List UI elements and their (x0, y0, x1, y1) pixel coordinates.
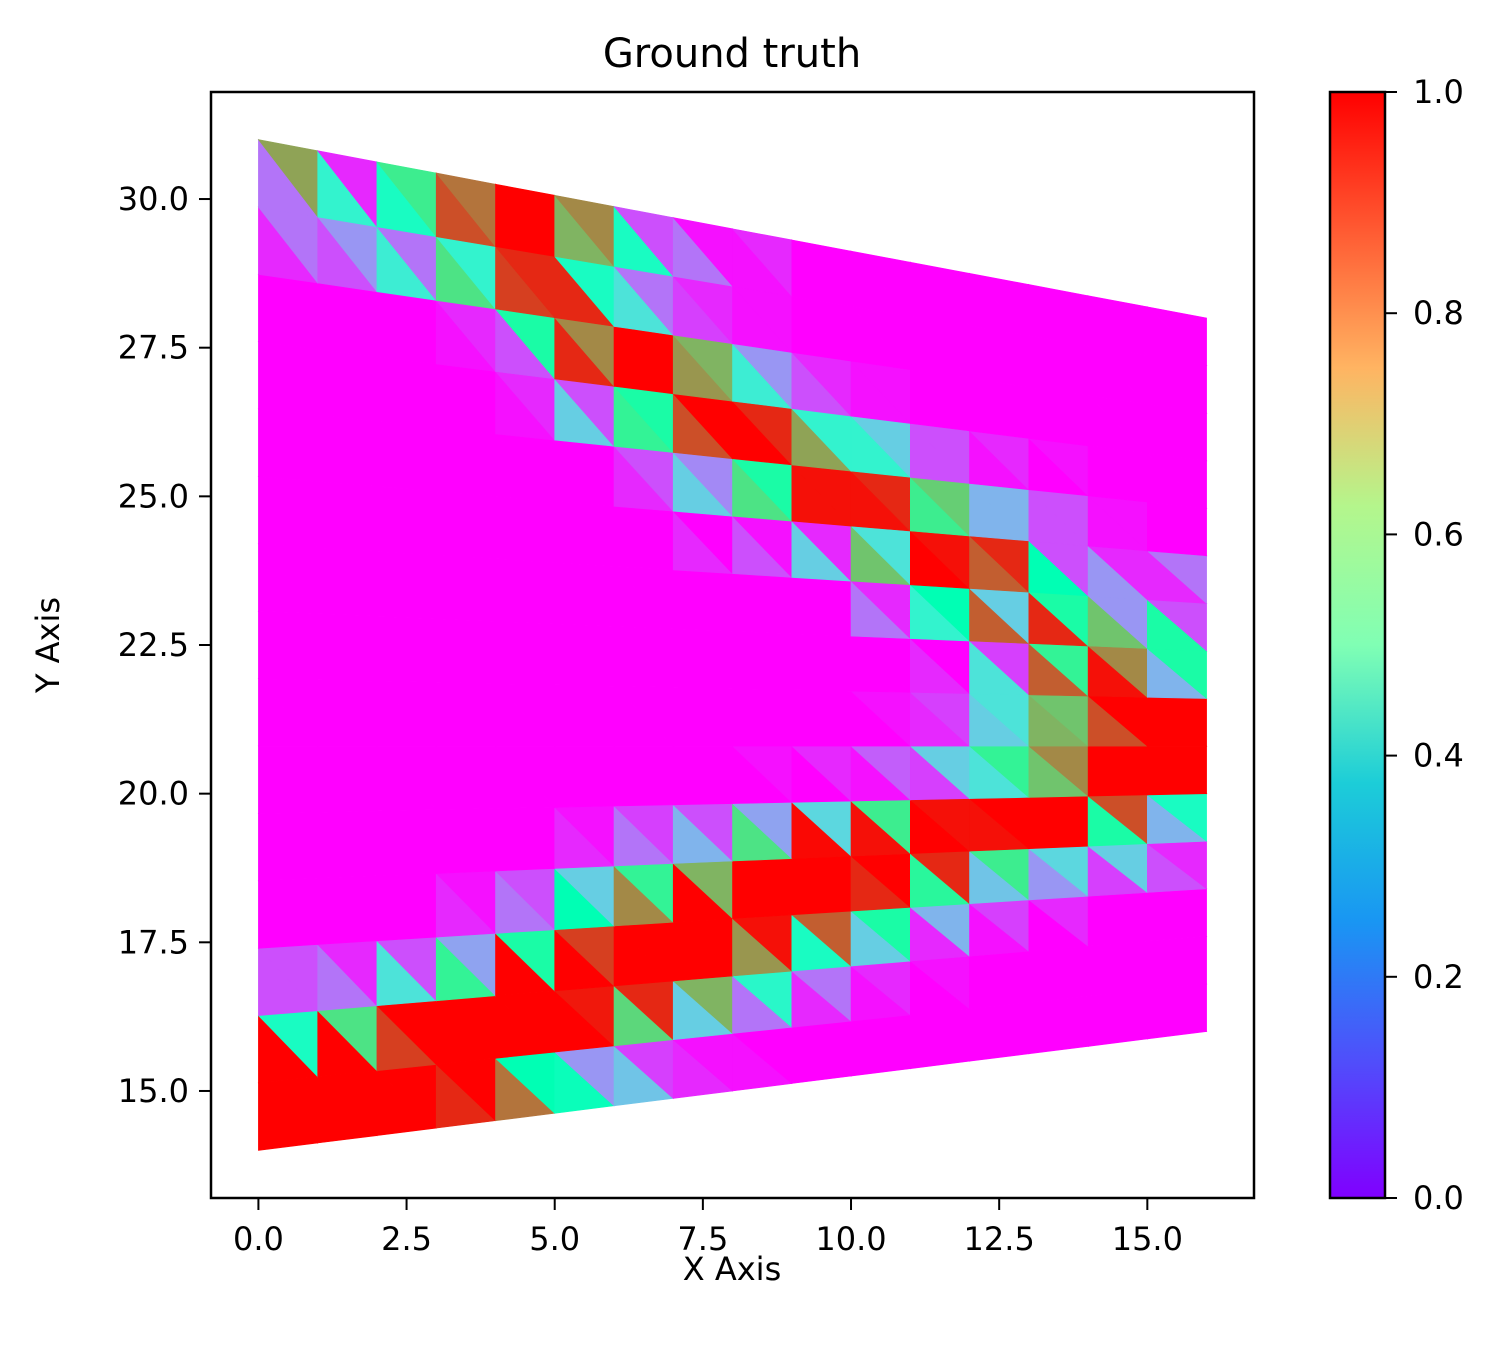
mesh-triangle (1146, 306, 1207, 367)
y-tick-label: 15.0 (118, 1072, 189, 1110)
colorbar-tick-label: 0.6 (1413, 515, 1464, 553)
x-axis-label: X Axis (683, 1250, 781, 1288)
y-tick-label: 27.5 (118, 329, 189, 367)
colorbar-axis: 0.0 0.2 0.4 0.6 0.8 1.0 (1385, 73, 1464, 1217)
x-tick-label: 0.0 (233, 1220, 284, 1258)
colorbar-tick-label: 0.8 (1413, 294, 1464, 332)
colorbar (1328, 90, 1387, 1200)
y-tick-label: 30.0 (118, 180, 189, 218)
colorbar-tick-label: 1.0 (1413, 73, 1464, 111)
y-tick-label: 22.5 (118, 626, 189, 664)
mesh-layer (257, 138, 1208, 1151)
y-tick-label: 20.0 (118, 775, 189, 813)
x-tick-label: 7.5 (677, 1220, 728, 1258)
colorbar-tick-label: 0.2 (1413, 958, 1464, 996)
x-tick-label: 2.5 (381, 1220, 432, 1258)
y-axis-label: Y Axis (29, 597, 67, 694)
chart-title: Ground truth (603, 31, 861, 77)
colorbar-tick-label: 0.0 (1413, 1179, 1464, 1217)
y-tick-label: 17.5 (118, 923, 189, 961)
x-tick-label: 15.0 (1112, 1220, 1183, 1258)
colorbar-tick-label: 0.4 (1413, 737, 1464, 775)
y-tick-label: 25.0 (118, 477, 189, 515)
x-axis: 0.0 2.5 5.0 7.5 10.0 12.5 15.0 (233, 1198, 1183, 1258)
x-tick-label: 5.0 (529, 1220, 580, 1258)
x-tick-label: 12.5 (964, 1220, 1035, 1258)
x-tick-label: 10.0 (815, 1220, 886, 1258)
y-axis: 15.0 17.5 20.0 22.5 25.0 27.5 30.0 (118, 180, 211, 1110)
